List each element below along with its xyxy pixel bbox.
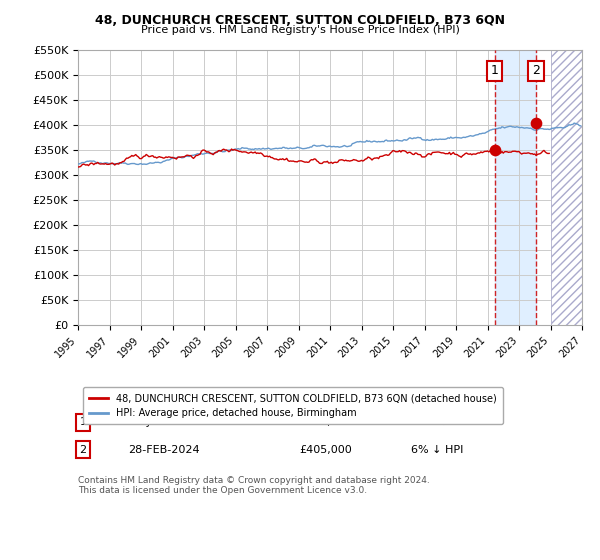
Text: 1: 1 xyxy=(491,64,499,77)
Text: 12% ↓ HPI: 12% ↓ HPI xyxy=(410,417,470,427)
Text: 28-FEB-2024: 28-FEB-2024 xyxy=(128,445,200,455)
Point xyxy=(531,118,541,127)
Text: 2: 2 xyxy=(532,64,540,77)
Text: Contains HM Land Registry data © Crown copyright and database right 2024.
This d: Contains HM Land Registry data © Crown c… xyxy=(78,476,430,495)
Text: 2: 2 xyxy=(79,445,86,455)
Text: 6% ↓ HPI: 6% ↓ HPI xyxy=(410,445,463,455)
Point xyxy=(490,146,500,155)
Bar xyxy=(495,50,536,325)
Text: £405,000: £405,000 xyxy=(300,445,353,455)
Text: 28-JUN-2021: 28-JUN-2021 xyxy=(128,417,199,427)
Legend: 48, DUNCHURCH CRESCENT, SUTTON COLDFIELD, B73 6QN (detached house), HPI: Average: 48, DUNCHURCH CRESCENT, SUTTON COLDFIELD… xyxy=(83,388,503,424)
Text: 1: 1 xyxy=(80,417,86,427)
Text: £350,000: £350,000 xyxy=(300,417,352,427)
Text: 48, DUNCHURCH CRESCENT, SUTTON COLDFIELD, B73 6QN: 48, DUNCHURCH CRESCENT, SUTTON COLDFIELD… xyxy=(95,14,505,27)
Bar xyxy=(551,50,582,325)
Text: Price paid vs. HM Land Registry's House Price Index (HPI): Price paid vs. HM Land Registry's House … xyxy=(140,25,460,35)
